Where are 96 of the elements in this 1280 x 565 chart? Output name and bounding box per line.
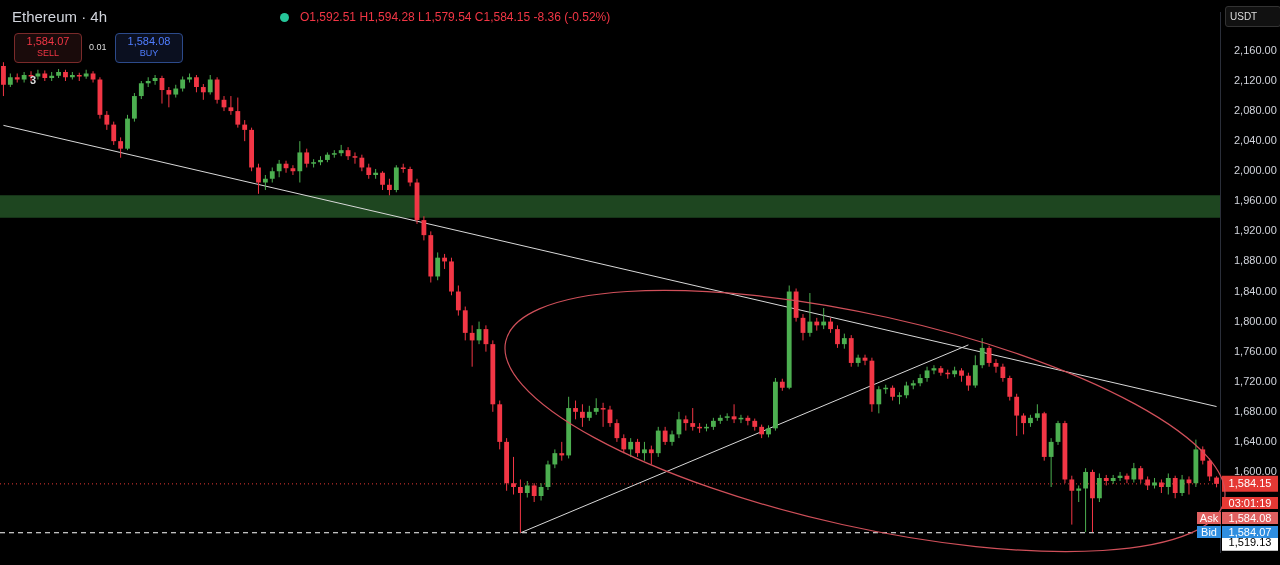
annotation: O1,592.51 H1,594.28 L1,579.54 C1,584.15 -8.36 (-0.52%) [300,10,611,24]
candlestick [559,441,565,462]
y-tick-label: 1,800.00 [1234,314,1277,327]
candlestick [256,163,261,195]
candlestick [21,71,27,84]
candlestick [90,70,96,84]
candlestick [1,61,6,97]
candlestick [1000,363,1006,383]
candlestick [469,324,475,368]
candlestick [966,372,971,392]
y-tick-label: 2,040.00 [1234,134,1277,147]
candlestick [628,437,634,458]
ref-line-label: 1,584.15 [1228,476,1272,489]
candlestick [511,456,516,496]
candlestick [600,402,606,428]
annotation: SELL [36,48,60,58]
candlestick [380,170,385,191]
candlestick [972,354,978,389]
candlestick [462,306,468,341]
candlestick [1096,472,1102,503]
candlestick [1165,472,1171,496]
candlestick [1069,475,1075,526]
candlestick [118,136,124,159]
candlestick [393,164,399,193]
annotation: Bid [1197,526,1221,538]
candlestick [104,110,110,131]
candlestick [421,215,427,241]
y-tick-label: 2,000.00 [1234,164,1277,177]
candlestick [979,337,985,369]
candlestick [111,121,117,146]
candlestick [1007,375,1013,402]
candlestick [35,69,41,81]
candlestick [166,86,172,108]
candlestick [635,438,640,458]
candlestick [855,354,861,368]
y-tick-label: 1,840.00 [1234,284,1277,297]
annotation: 1,584.08 [126,35,172,47]
candlestick [573,400,578,420]
y-tick-label: 2,120.00 [1234,74,1277,87]
candlestick [131,92,137,123]
y-tick-label: 1,920.00 [1234,224,1277,237]
candlestick [835,324,840,349]
y-tick-label: 1,680.00 [1234,404,1277,417]
text: 1,584.07 [1222,526,1278,538]
candlestick [228,95,234,116]
text: 1,584.08 [1222,512,1278,524]
candlestick [1179,474,1185,497]
annotation: 0.01 [89,42,107,52]
candlestick [648,445,654,465]
candlestick [642,441,647,462]
candlestick [1207,457,1213,482]
candlestick [407,166,413,187]
candlestick [455,285,461,317]
candlestick [1131,462,1137,483]
y-tick-label: 1,600.00 [1234,464,1277,477]
candlestick [435,251,441,281]
candlestick [552,448,558,469]
candlestick [690,407,696,432]
candlestick [1048,437,1054,488]
candlestick [1021,412,1026,435]
candlestick [235,97,241,129]
candlestick [1083,467,1089,533]
annotation: 3 [30,74,37,86]
candlestick [207,74,213,96]
y-tick-label: 1,760.00 [1234,344,1277,357]
y-tick-label: 1,640.00 [1234,434,1277,447]
annotation: 1,584.07 [25,35,71,47]
candlestick [304,148,310,168]
candlestick [1172,475,1178,499]
candlestick [1014,393,1020,437]
chart-title: Ethereum · 4h [12,8,108,25]
candlestick [138,80,144,100]
y-tick-label: 1,960.00 [1234,194,1277,207]
text: 03:01:19 [1222,497,1278,509]
candlestick [621,433,627,454]
candlestick [655,426,661,458]
candlestick [745,415,751,426]
annotation: Ask [1197,512,1221,524]
candlestick [352,151,358,165]
candlestick [242,119,248,142]
candlestick [662,426,668,446]
candlestick [580,403,585,428]
candlestick [531,482,537,503]
annotation: BUY [138,48,160,58]
candlestick [517,478,523,534]
candlestick [807,292,813,338]
y-tick-label: 1,720.00 [1234,374,1277,387]
candlestick [214,76,220,105]
y-tick-label: 1,880.00 [1234,254,1277,267]
y-tick-label: 2,160.00 [1234,43,1277,56]
text: USDT [1225,6,1280,27]
candlestick [614,418,620,443]
candlestick [986,345,992,368]
candlestick [876,385,882,414]
candlestick [297,140,303,184]
y-tick-label: 2,080.00 [1234,104,1277,117]
